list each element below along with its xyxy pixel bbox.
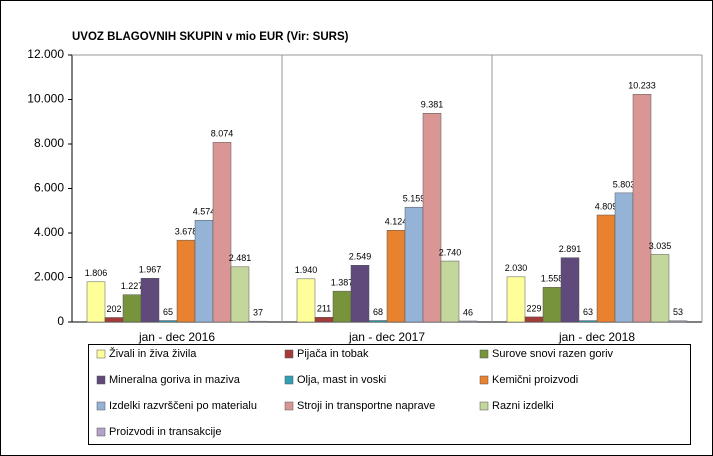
value-label: 5.803: [613, 179, 636, 189]
value-label: 5.159: [403, 194, 426, 204]
legend-swatch: [479, 401, 489, 411]
legend-label: Pijača in tobak: [297, 348, 369, 360]
value-label: 211: [317, 304, 331, 314]
bar: [524, 316, 544, 323]
legend-label: Mineralna goriva in maziva: [109, 374, 241, 386]
value-label: 1.558: [541, 274, 564, 284]
value-label: 2.030: [505, 263, 528, 273]
bar: [386, 229, 406, 323]
bar: [614, 192, 634, 323]
value-label: 65: [163, 307, 173, 317]
value-label: 37: [253, 308, 263, 318]
legend-label: Proizvodi in transakcije: [109, 426, 222, 438]
value-label: 46: [463, 307, 473, 317]
value-label: 1.967: [139, 265, 162, 275]
legend-swatch: [96, 401, 106, 411]
value-label: 1.227: [121, 281, 144, 291]
bar: [176, 239, 196, 323]
legend-swatch: [479, 375, 489, 385]
value-label: 53: [673, 307, 683, 317]
value-label: 2.481: [229, 253, 252, 263]
bar: [596, 214, 616, 323]
y-tick-label: 0: [57, 314, 64, 328]
chart-title: UVOZ BLAGOVNIH SKUPIN v mio EUR (Vir: SU…: [72, 31, 349, 43]
bar: [104, 317, 124, 323]
bar: [668, 320, 688, 323]
value-label: 1.806: [85, 268, 108, 278]
value-label: 3.035: [649, 241, 672, 251]
legend-swatch: [96, 375, 106, 385]
bar: [212, 142, 232, 323]
value-label: 4.124: [385, 217, 408, 227]
value-label: 2.740: [439, 247, 462, 257]
bar: [332, 290, 352, 323]
bar: [122, 294, 142, 323]
legend-label: Surove snovi razen goriv: [492, 348, 614, 360]
x-tick-label: jan - dec 2016: [138, 330, 215, 344]
y-tick-label: 12.000: [27, 47, 64, 61]
bar: [422, 113, 442, 323]
bar: [368, 320, 388, 323]
y-tick-label: 2.000: [34, 270, 64, 284]
value-label: 229: [526, 303, 541, 313]
legend-swatch: [284, 401, 294, 411]
bar: [578, 320, 598, 323]
bar: [230, 266, 250, 323]
value-label: 4.574: [193, 207, 216, 217]
value-label: 10.233: [628, 81, 656, 91]
bar: [560, 257, 580, 323]
y-tick-label: 8.000: [34, 136, 64, 150]
bar: [248, 320, 268, 323]
value-label: 202: [106, 304, 121, 314]
bar: [542, 287, 562, 323]
legend-label: Živali in živa živila: [109, 347, 197, 360]
legend-label: Kemični proizvodi: [492, 374, 578, 386]
value-label: 2.549: [349, 252, 372, 262]
bar: [86, 281, 106, 323]
bar: [350, 265, 370, 323]
value-label: 8.074: [211, 129, 234, 139]
bar: [194, 219, 214, 323]
bar: [632, 94, 652, 323]
value-label: 3.678: [175, 227, 198, 237]
bar: [296, 278, 316, 323]
value-label: 2.891: [559, 244, 582, 254]
value-label: 68: [373, 307, 383, 317]
x-tick-label: jan - dec 2018: [558, 330, 635, 344]
legend-swatch: [284, 375, 294, 385]
bar: [458, 320, 478, 323]
x-tick-label: jan - dec 2017: [348, 330, 425, 344]
legend-swatch: [96, 349, 106, 359]
value-label: 4.809: [595, 201, 618, 211]
value-label: 9.381: [421, 100, 444, 110]
y-tick-label: 6.000: [34, 181, 64, 195]
y-tick-label: 10.000: [27, 92, 64, 106]
bar: [404, 206, 424, 323]
bar: [314, 317, 334, 323]
legend-swatch: [284, 349, 294, 359]
legend-swatch: [479, 349, 489, 359]
value-label: 1.940: [295, 265, 318, 275]
bar: [506, 276, 526, 323]
legend-swatch: [96, 427, 106, 437]
legend-box: [88, 344, 691, 445]
legend-label: Stroji in transportne naprave: [297, 400, 435, 412]
legend-label: Izdelki razvrščeni po materialu: [109, 400, 257, 412]
legend-label: Razni izdelki: [492, 400, 554, 412]
y-tick-label: 4.000: [34, 225, 64, 239]
bar: [650, 254, 670, 323]
bar: [158, 320, 178, 323]
legend-label: Olja, mast in voski: [297, 374, 386, 386]
bar: [440, 260, 460, 323]
bar: [140, 277, 160, 323]
value-label: 63: [583, 307, 593, 317]
value-label: 1.387: [331, 278, 354, 288]
